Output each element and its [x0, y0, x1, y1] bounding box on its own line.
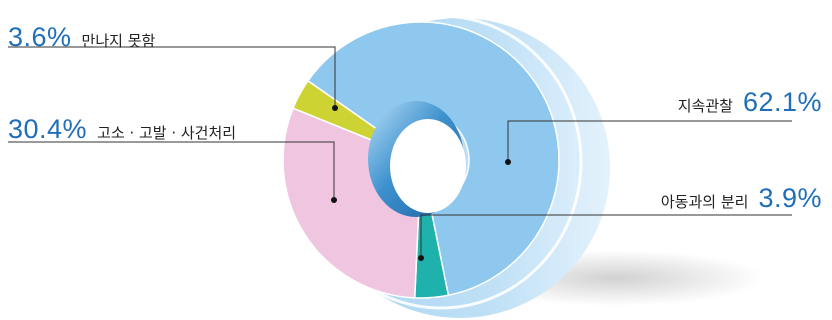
donut-hole: [390, 119, 466, 213]
name-observe: 지속관찰: [677, 97, 733, 115]
leader-observe: [507, 120, 792, 162]
name-no-meeting: 만나지 못함: [81, 32, 156, 50]
pct-report: 30.4%: [8, 114, 88, 144]
label-no-meeting: 3.6% 만나지 못함: [8, 22, 155, 53]
name-report: 고소 · 고발 · 사건처리: [97, 124, 237, 142]
leader-observe-dot: [505, 159, 511, 165]
pct-observe: 62.1%: [742, 87, 822, 117]
name-separation: 아동과의 분리: [660, 193, 749, 211]
leader-report-dot: [331, 197, 337, 203]
pct-separation: 3.9%: [758, 183, 822, 213]
leader-no-meeting: [8, 46, 336, 108]
leader-separation: [420, 214, 792, 258]
leader-no-meeting-dot: [332, 105, 338, 111]
leader-separation-dot: [418, 255, 424, 261]
leader-lines: [8, 46, 792, 258]
pct-no-meeting: 3.6%: [8, 22, 72, 52]
label-observe: 지속관찰 62.1%: [678, 87, 822, 118]
leader-report: [8, 141, 335, 200]
label-report: 30.4% 고소 · 고발 · 사건처리: [8, 114, 236, 145]
leader-dots: [331, 105, 511, 261]
label-separation: 아동과의 분리 3.9%: [661, 183, 822, 214]
